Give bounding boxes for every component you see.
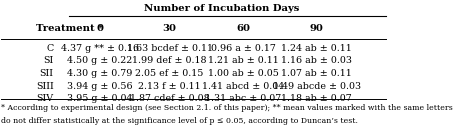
Text: Treatment *: Treatment * [36,24,104,33]
Text: Number of Incubation Days: Number of Incubation Days [144,4,300,13]
Text: 2.13 f ± 0.11: 2.13 f ± 0.11 [138,82,201,91]
Text: 2.05 ef ± 0.15: 2.05 ef ± 0.15 [136,69,204,78]
Text: SIV: SIV [36,94,54,103]
Text: 1.99 def ± 0.18: 1.99 def ± 0.18 [132,56,207,65]
Text: 1.49 abcde ± 0.03: 1.49 abcde ± 0.03 [273,82,361,91]
Text: 1.16 ab ± 0.03: 1.16 ab ± 0.03 [281,56,352,65]
Text: C: C [46,44,54,53]
Text: 0.96 a ± 0.17: 0.96 a ± 0.17 [211,44,275,53]
Text: 0: 0 [97,24,103,33]
Text: 1.21 ab ± 0.11: 1.21 ab ± 0.11 [208,56,279,65]
Text: 30: 30 [163,24,177,33]
Text: SII: SII [40,69,54,78]
Text: * According to experimental design (see Section 2.1. of this paper); ** mean val: * According to experimental design (see … [1,105,453,113]
Text: 1.18 ab ± 0.07: 1.18 ab ± 0.07 [281,94,352,103]
Text: SI: SI [43,56,54,65]
Text: 60: 60 [236,24,250,33]
Text: 3.94 g ± 0.56: 3.94 g ± 0.56 [67,82,133,91]
Text: 1.41 abcd ± 0.04: 1.41 abcd ± 0.04 [202,82,284,91]
Text: 4.37 g ** ± 0.16: 4.37 g ** ± 0.16 [61,44,139,53]
Text: 1.07 ab ± 0.11: 1.07 ab ± 0.11 [281,69,352,78]
Text: do not differ statistically at the significance level of p ≤ 0.05, according to : do not differ statistically at the signi… [1,117,358,125]
Text: SIII: SIII [36,82,54,91]
Text: 4.50 g ± 0.22: 4.50 g ± 0.22 [67,56,133,65]
Text: 1.00 ab ± 0.05: 1.00 ab ± 0.05 [208,69,279,78]
Text: 90: 90 [310,24,324,33]
Text: 1.24 ab ± 0.11: 1.24 ab ± 0.11 [281,44,352,53]
Text: 3.95 g ± 0.04: 3.95 g ± 0.04 [67,94,133,103]
Text: 1.87 cdef ± 0.08: 1.87 cdef ± 0.08 [130,94,210,103]
Text: 4.30 g ± 0.79: 4.30 g ± 0.79 [67,69,133,78]
Text: 1.63 bcdef ± 0.11: 1.63 bcdef ± 0.11 [127,44,213,53]
Text: 1.31 abc ± 0.07: 1.31 abc ± 0.07 [205,94,281,103]
